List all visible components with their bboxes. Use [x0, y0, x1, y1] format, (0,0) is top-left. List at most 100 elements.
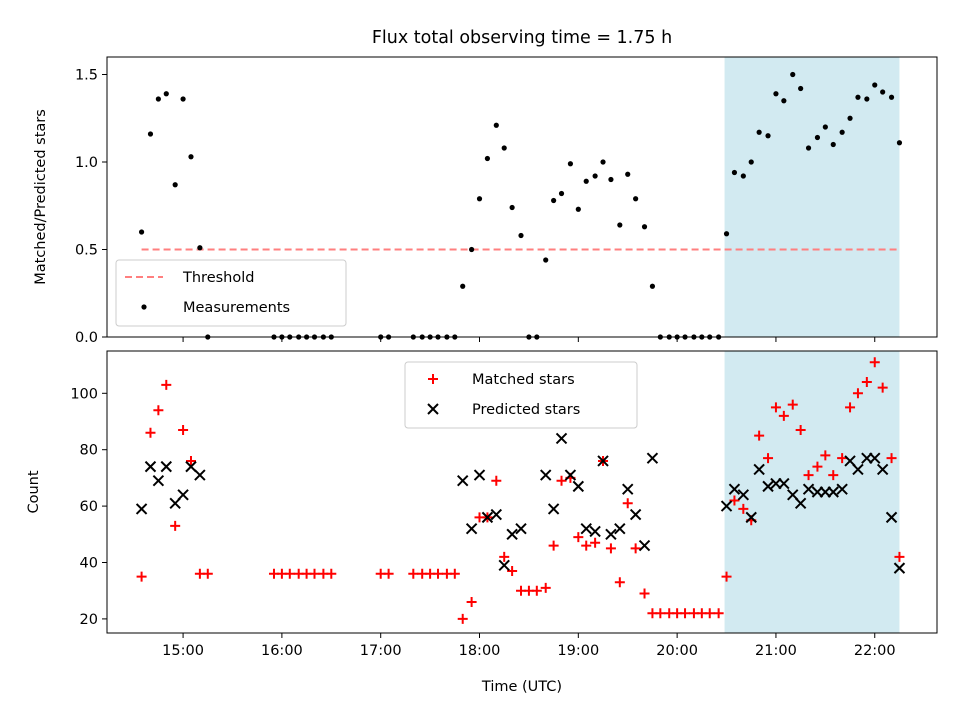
matched-star-point	[837, 453, 848, 464]
measurement-point	[600, 159, 606, 165]
measurement-point	[188, 154, 194, 160]
x-tick-label: 17:00	[360, 643, 402, 659]
predicted-star-point	[481, 511, 494, 524]
predicted-star-point	[876, 463, 889, 476]
predicted-star-point	[135, 503, 148, 515]
matched-star-point	[795, 424, 806, 435]
predicted-star-point	[144, 460, 157, 473]
matched-star-point	[639, 588, 650, 599]
series-matched-stars	[136, 357, 905, 624]
matched-star-point	[491, 475, 502, 486]
matched-star-point	[153, 405, 164, 416]
measurement-point	[839, 129, 845, 135]
measurement-point	[575, 206, 581, 212]
legend: Threshold Measurements	[115, 259, 347, 327]
count-panel: 20 40 60 80 100 15:00 16:00 17:00 18:00 19:00 20:0…	[70, 350, 938, 659]
measurement-point	[172, 182, 178, 188]
predicted-star-point	[572, 480, 585, 493]
measurement-point	[617, 222, 623, 228]
measurement-point	[460, 283, 466, 289]
predicted-star-point	[540, 469, 552, 481]
matched-star-point	[507, 565, 518, 576]
predicted-star-point	[457, 475, 469, 487]
predicted-star-point	[614, 522, 626, 535]
legend-box	[115, 259, 347, 327]
y-tick-label: 1.0	[75, 155, 98, 171]
matched-star-point	[713, 608, 724, 619]
matched-star-point	[466, 596, 477, 607]
predicted-star-point	[185, 460, 197, 473]
measurement-point	[798, 85, 804, 92]
predicted-star-point	[869, 452, 881, 464]
matched-star-point	[457, 613, 468, 624]
predicted-star-point	[802, 483, 815, 495]
predicted-star-point	[885, 511, 898, 524]
legend-matched-swatch	[428, 374, 438, 384]
x-tick-label: 21:00	[755, 643, 797, 659]
matched-star-point	[178, 424, 189, 435]
matched-star-point	[540, 582, 551, 593]
x-tick-label: 15:00	[162, 643, 204, 659]
measurement-point	[493, 122, 499, 128]
matched-star-point	[704, 608, 715, 619]
measurement-point	[765, 133, 771, 139]
measurement-point	[180, 96, 186, 102]
predicted-star-point	[753, 463, 765, 476]
matched-star-point	[185, 455, 196, 466]
series-predicted-stars	[135, 432, 906, 574]
matched-star-point	[869, 357, 880, 368]
x-axis-label: Time (UTC)	[481, 679, 562, 695]
predicted-star-point	[597, 455, 609, 467]
matched-star-point	[531, 585, 542, 596]
y-tick-label: 40	[80, 556, 98, 572]
predicted-star-point	[622, 483, 634, 495]
measurement-point	[814, 134, 821, 141]
predicted-star-point	[836, 483, 848, 495]
measurement-point	[790, 71, 796, 78]
y-tick-label: 100	[70, 386, 98, 402]
matched-star-point	[408, 568, 419, 579]
matched-star-point	[548, 540, 559, 551]
measurement-point	[551, 197, 557, 204]
matched-star-point	[145, 427, 156, 438]
predicted-star-point	[629, 508, 642, 521]
predicted-star-point	[720, 500, 733, 512]
x-tick-label: 18:00	[459, 643, 501, 659]
matched-star-point	[581, 540, 592, 551]
matched-star-point	[754, 430, 765, 441]
measurement-point	[847, 115, 853, 121]
matched-star-point	[573, 532, 584, 543]
predicted-star-point	[152, 475, 165, 487]
legend-measurement-swatch	[141, 304, 147, 310]
measurement-point	[518, 232, 524, 239]
ratio-y-axis-label: Matched/Predicted stars	[33, 109, 49, 285]
matched-star-point	[820, 450, 831, 461]
measurement-point	[543, 257, 549, 263]
measurement-point	[625, 171, 631, 177]
matched-star-point	[202, 568, 213, 579]
measurement-point	[805, 145, 812, 151]
measurement-point	[476, 196, 483, 202]
measurement-point	[558, 190, 565, 197]
matched-star-point	[614, 577, 625, 588]
measurement-point	[583, 178, 589, 184]
predicted-star-point	[564, 469, 577, 481]
measurement-point	[756, 129, 762, 135]
matched-star-point	[852, 388, 863, 399]
predicted-star-point	[728, 483, 741, 495]
predicted-star-point	[580, 522, 592, 535]
measurement-point	[748, 159, 754, 165]
predicted-star-point	[762, 480, 774, 493]
matched-star-point	[590, 537, 601, 548]
measurement-point	[155, 96, 161, 102]
measurement-point	[509, 204, 515, 211]
matched-star-point	[556, 475, 567, 486]
ratio-panel: 0.0 0.5 1.0 1.5 Threshold Measurements	[75, 56, 938, 346]
predicted-star-point	[605, 528, 617, 541]
x-tick-label: 16:00	[261, 643, 303, 659]
measurement-point	[197, 245, 203, 251]
predicted-star-point	[589, 525, 601, 538]
measurement-point	[608, 176, 614, 183]
matched-star-point	[738, 503, 749, 514]
